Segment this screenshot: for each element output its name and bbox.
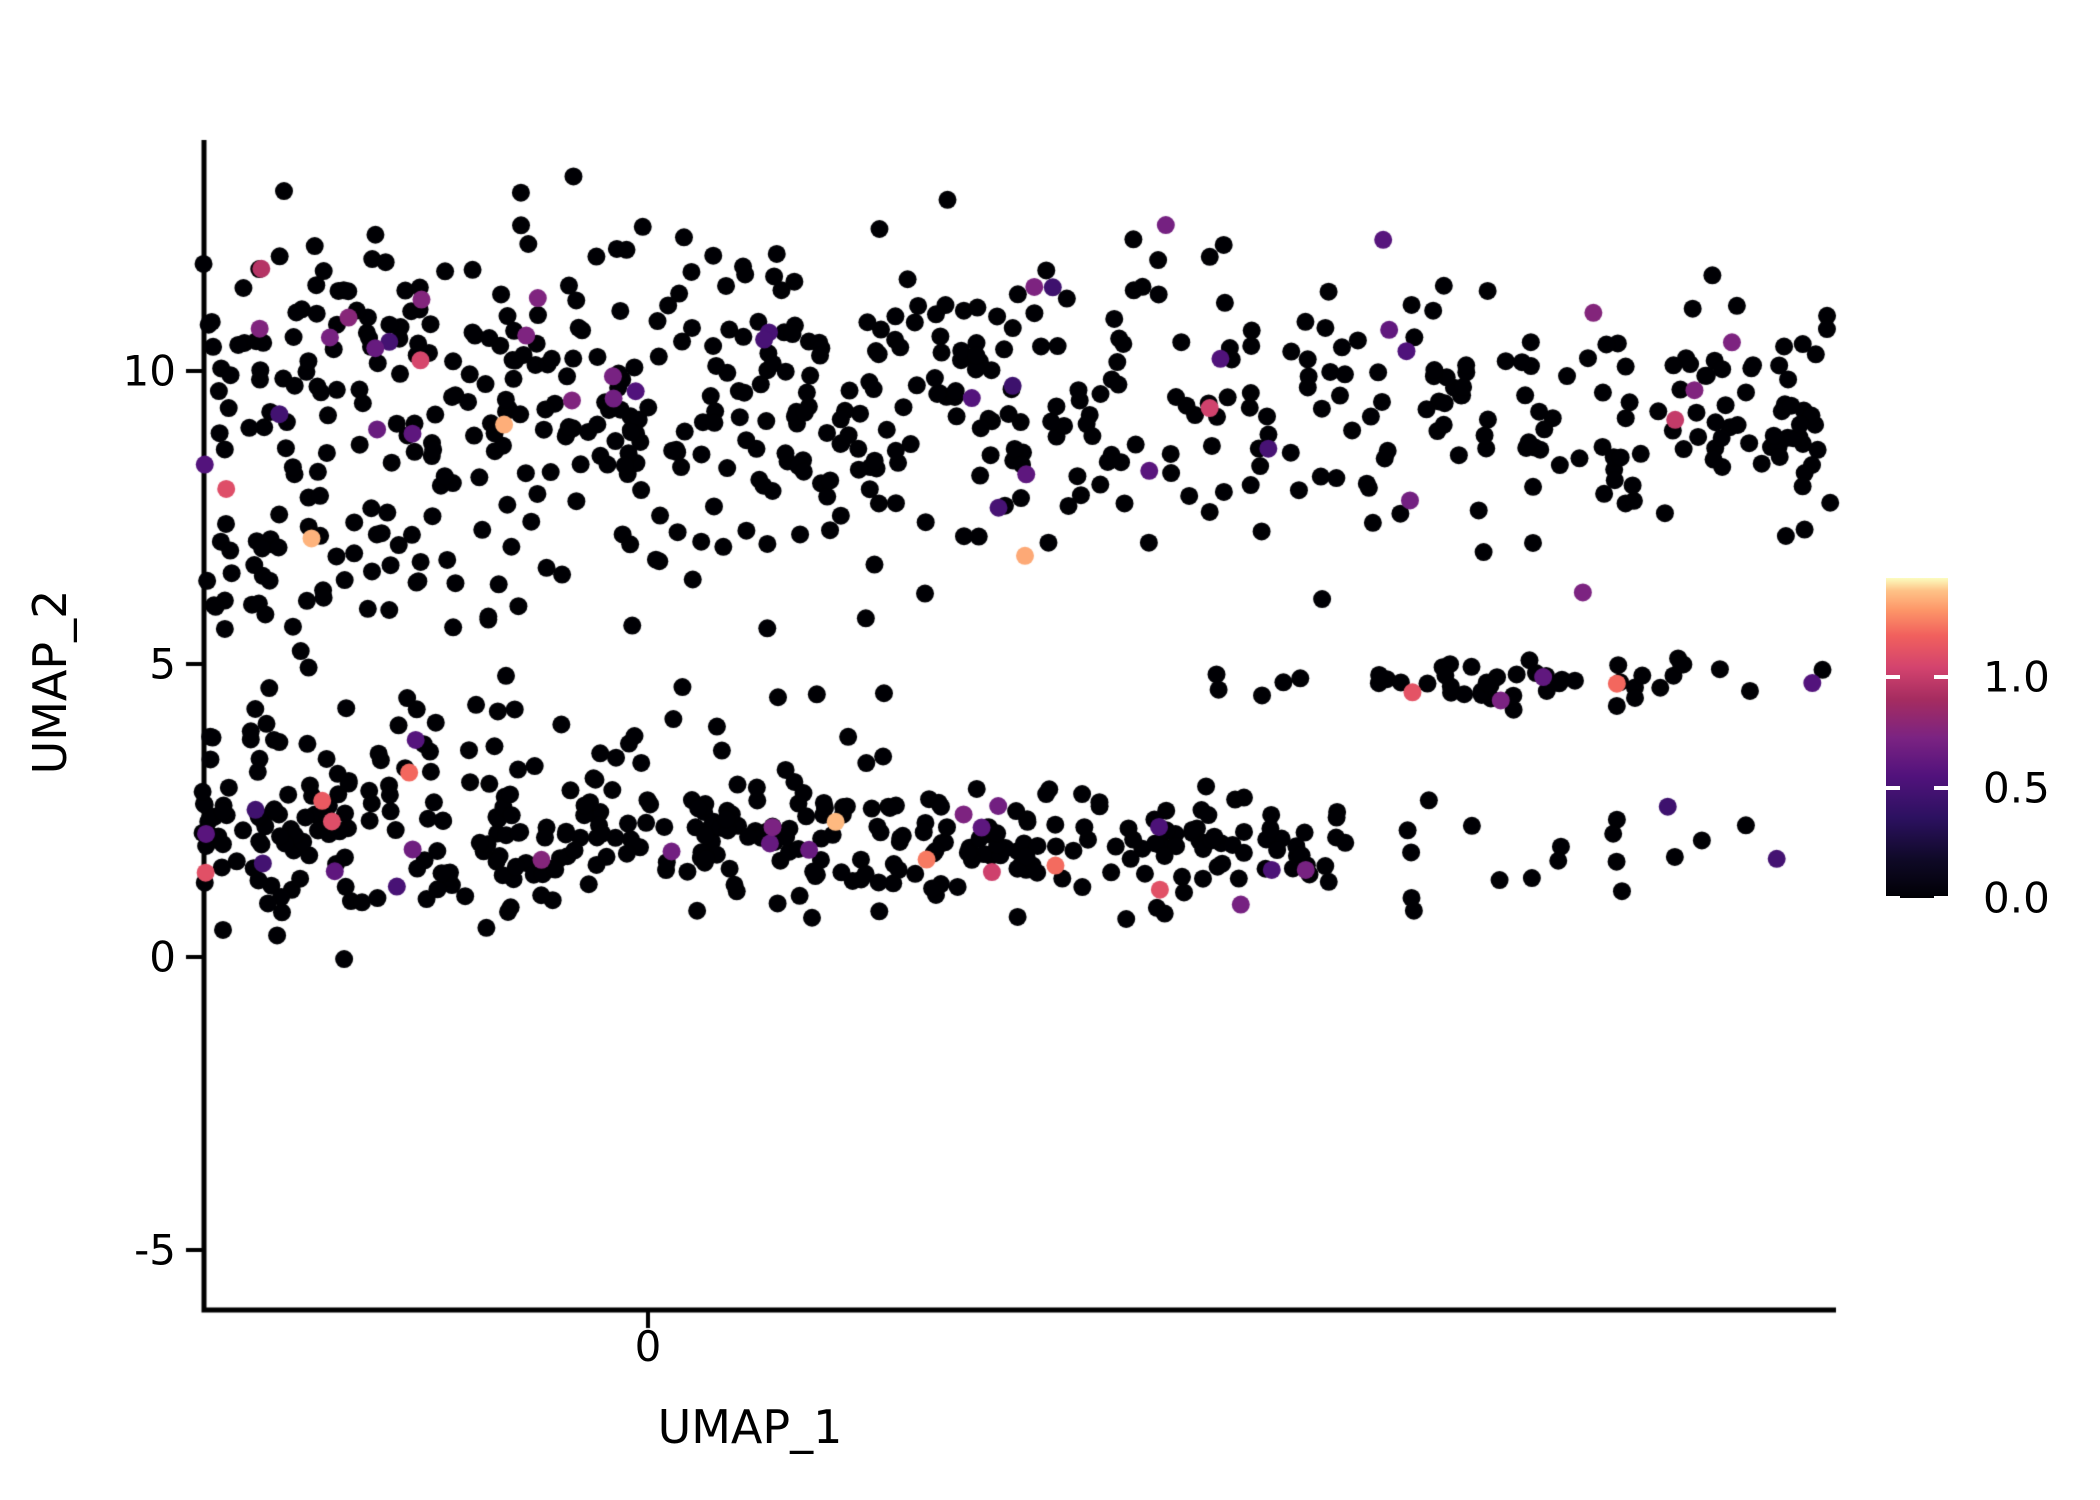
y-tick-label: 0 (149, 932, 176, 982)
colorbar-label: 0.0 (1983, 873, 2050, 923)
colorbar-tick (1886, 785, 1900, 790)
y-tick-label: 10 (122, 346, 176, 396)
colorbar-tick (1886, 896, 1900, 900)
colorbar-tick (1886, 675, 1900, 680)
colorbar-tick (1934, 785, 1948, 790)
x-tick-label: 0 (634, 1322, 662, 1371)
colorbar-label: 1.0 (1983, 652, 2050, 702)
colorbar (1886, 578, 1948, 900)
colorbar-label: 0.5 (1983, 763, 2050, 813)
colorbar-tick (1934, 896, 1948, 900)
colorbar-tick (1934, 675, 1948, 680)
y-tick-label: -5 (134, 1225, 176, 1275)
x-axis-title: UMAP_1 (657, 1400, 843, 1454)
y-axis-title: UMAP_2 (23, 589, 77, 775)
y-tick-label: 5 (149, 639, 176, 689)
